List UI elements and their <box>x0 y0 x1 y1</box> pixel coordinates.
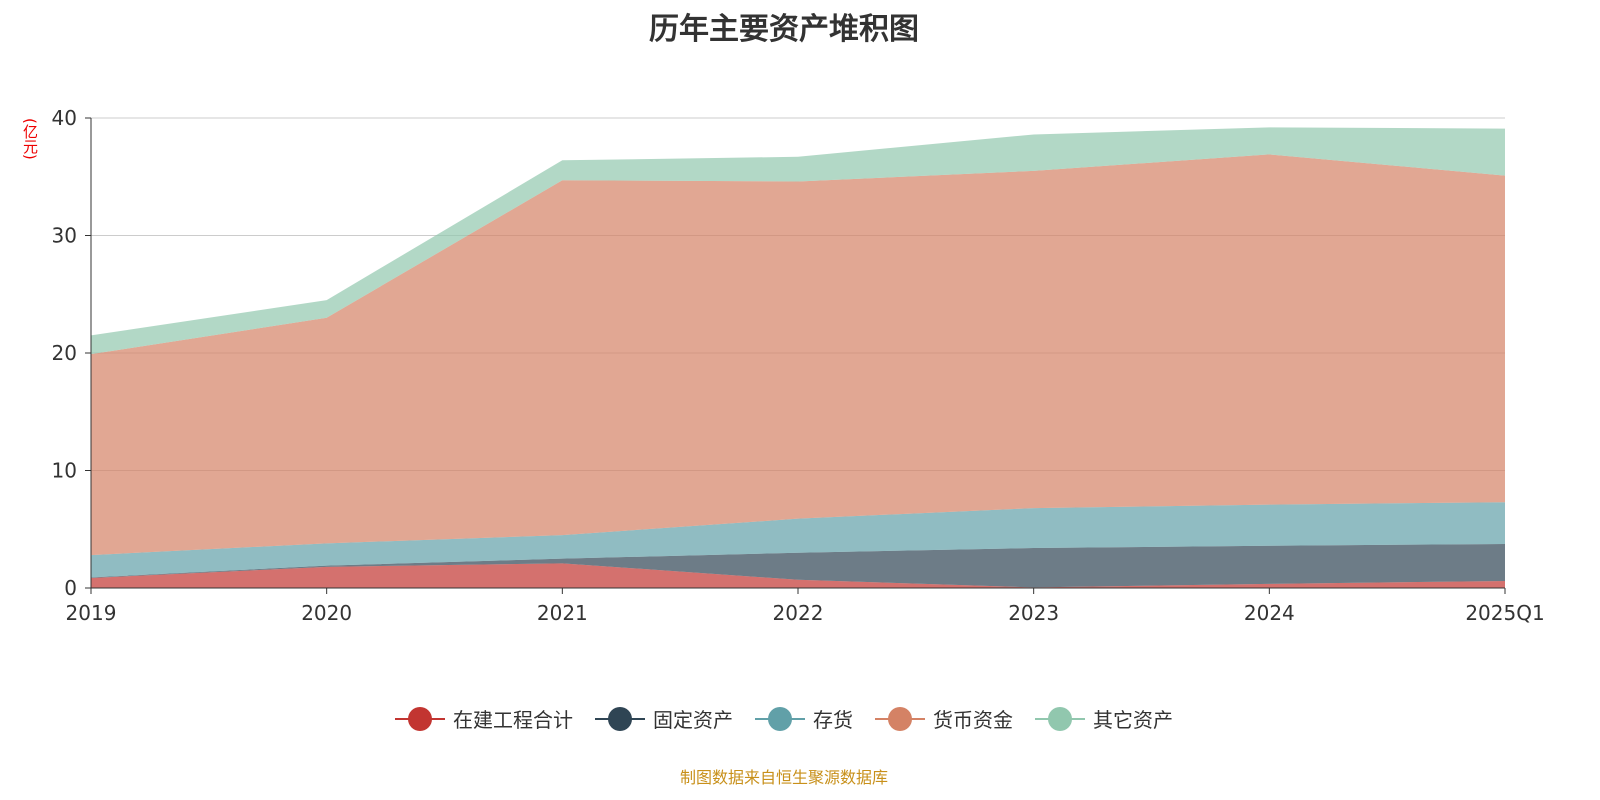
y-axis-label: (亿元) <box>21 118 39 160</box>
legend-label: 固定资产 <box>653 708 733 732</box>
area-1 <box>91 543 1505 588</box>
y-tick-label: 20 <box>52 341 77 365</box>
x-tick-label: 2022 <box>773 601 824 625</box>
legend-item[interactable]: 其它资产 <box>1035 704 1173 733</box>
y-tick-label: 10 <box>52 459 77 483</box>
legend-label: 货币资金 <box>933 708 1013 732</box>
area-2 <box>91 502 1505 578</box>
y-tick-label: 40 <box>52 106 77 130</box>
area-4 <box>91 127 1505 355</box>
legend-item[interactable]: 在建工程合计 <box>395 704 573 733</box>
x-tick-label: 2019 <box>66 601 117 625</box>
x-tick-label: 2024 <box>1244 601 1295 625</box>
y-tick-label: 0 <box>64 576 77 600</box>
legend-marker-icon <box>875 706 925 731</box>
source-note: 制图数据来自恒生聚源数据库 <box>679 768 888 787</box>
legend-item[interactable]: 存货 <box>755 704 853 733</box>
area-3 <box>91 154 1505 556</box>
legend-marker-icon <box>755 706 805 731</box>
legend-label: 在建工程合计 <box>453 708 573 732</box>
x-tick-label: 2025Q1 <box>1465 601 1544 625</box>
legend-marker-icon <box>1035 706 1085 731</box>
legend: 在建工程合计 固定资产 存货 货币资金 其它资产 <box>0 704 1568 733</box>
x-tick-label: 2020 <box>301 601 352 625</box>
area-0 <box>91 563 1505 588</box>
x-tick-label: 2021 <box>537 601 588 625</box>
legend-item[interactable]: 货币资金 <box>875 704 1013 733</box>
y-tick-label: 30 <box>52 224 77 248</box>
legend-label: 存货 <box>813 708 853 732</box>
legend-marker-icon <box>395 706 445 731</box>
legend-label: 其它资产 <box>1093 708 1173 732</box>
x-tick-label: 2023 <box>1008 601 1059 625</box>
legend-item[interactable]: 固定资产 <box>595 704 733 733</box>
chart-title: 历年主要资产堆积图 <box>649 12 919 47</box>
legend-marker-icon <box>595 706 645 731</box>
